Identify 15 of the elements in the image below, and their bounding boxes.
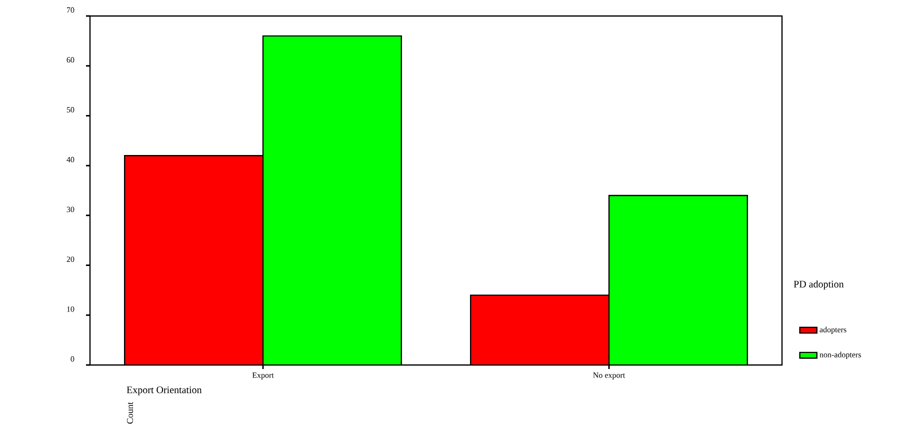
x-axis-title: Export Orientation [126,386,202,396]
legend-label: non-adopters [820,352,861,360]
y-tick-label: 0 [70,356,74,362]
y-axis-title: Count [126,402,134,424]
y-tick-label: 10 [67,306,74,312]
x-tick-label: No export [593,372,626,380]
y-tick-label: 40 [66,156,74,162]
y-tick-label: 20 [66,256,74,262]
y-tick-label: 60 [66,57,74,63]
y-tick-label: 70 [67,7,74,13]
y-tick-label: 50 [66,107,74,112]
legend-title: PD adoption [794,280,844,290]
y-tick-label: 30 [66,206,74,212]
x-tick-label: Export [252,372,274,380]
legend-label: adopters [820,326,846,334]
